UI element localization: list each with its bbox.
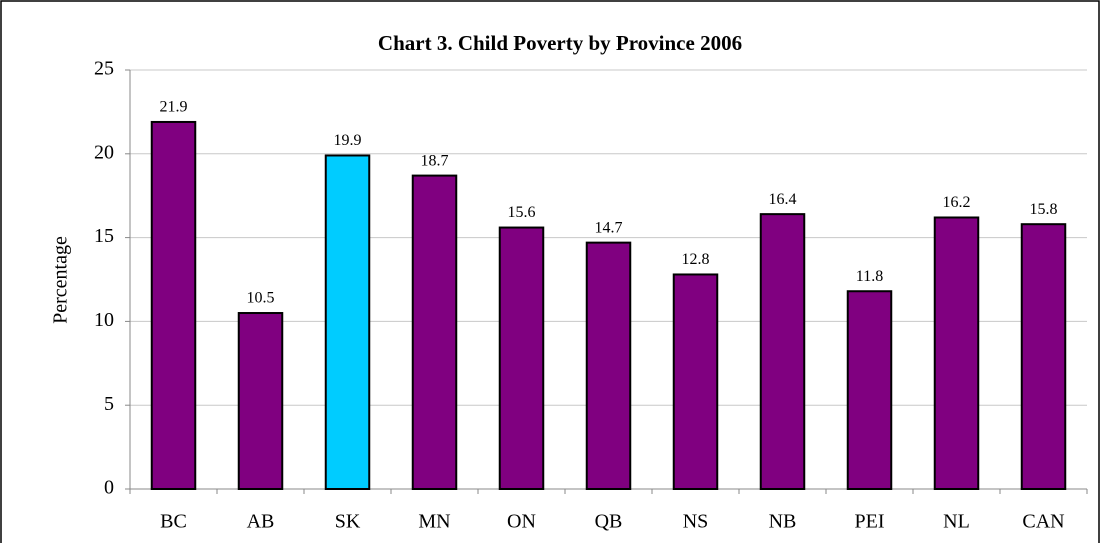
- value-label: 16.2: [943, 194, 971, 211]
- chart-title: Chart 3. Child Poverty by Province 2006: [378, 31, 742, 55]
- y-axis-label: Percentage: [50, 236, 72, 324]
- value-label: 14.7: [595, 219, 623, 236]
- x-tick-label: BC: [160, 511, 187, 533]
- bar: [672, 273, 719, 490]
- x-tick-label: NS: [683, 511, 709, 533]
- x-tick-label: QB: [595, 511, 623, 533]
- bar: [150, 120, 197, 491]
- x-tick-label: MN: [418, 511, 450, 533]
- y-tick-label: 20: [94, 141, 114, 163]
- bar: [324, 154, 371, 490]
- value-label: 15.8: [1030, 201, 1058, 218]
- value-label: 10.5: [247, 290, 275, 307]
- x-tick-label: CAN: [1022, 511, 1064, 533]
- y-tick-label: 5: [104, 393, 114, 415]
- x-tick-label: AB: [247, 511, 275, 533]
- y-tick-label: 0: [104, 477, 114, 499]
- value-label: 21.9: [160, 99, 188, 116]
- x-tick-label: NB: [769, 511, 797, 533]
- bar: [759, 213, 806, 491]
- y-tick-label: 15: [94, 225, 114, 247]
- y-tick-label: 25: [94, 58, 114, 80]
- bar: [585, 241, 632, 490]
- x-tick-label: SK: [335, 511, 361, 533]
- value-label: 18.7: [421, 152, 449, 169]
- x-tick-label: ON: [507, 511, 536, 533]
- value-label: 19.9: [334, 132, 362, 149]
- bar: [846, 290, 893, 490]
- bar: [1020, 223, 1067, 491]
- y-tick-label: 10: [94, 309, 114, 331]
- value-label: 12.8: [682, 251, 710, 268]
- value-label: 16.4: [769, 191, 797, 208]
- bar: [933, 216, 980, 490]
- value-label: 15.6: [508, 204, 536, 221]
- value-label: 11.8: [856, 268, 883, 285]
- x-tick-label: PEI: [855, 511, 885, 533]
- x-tick-label: NL: [943, 511, 970, 533]
- bar: [411, 174, 458, 490]
- bar: [237, 312, 284, 490]
- bar: [498, 226, 545, 490]
